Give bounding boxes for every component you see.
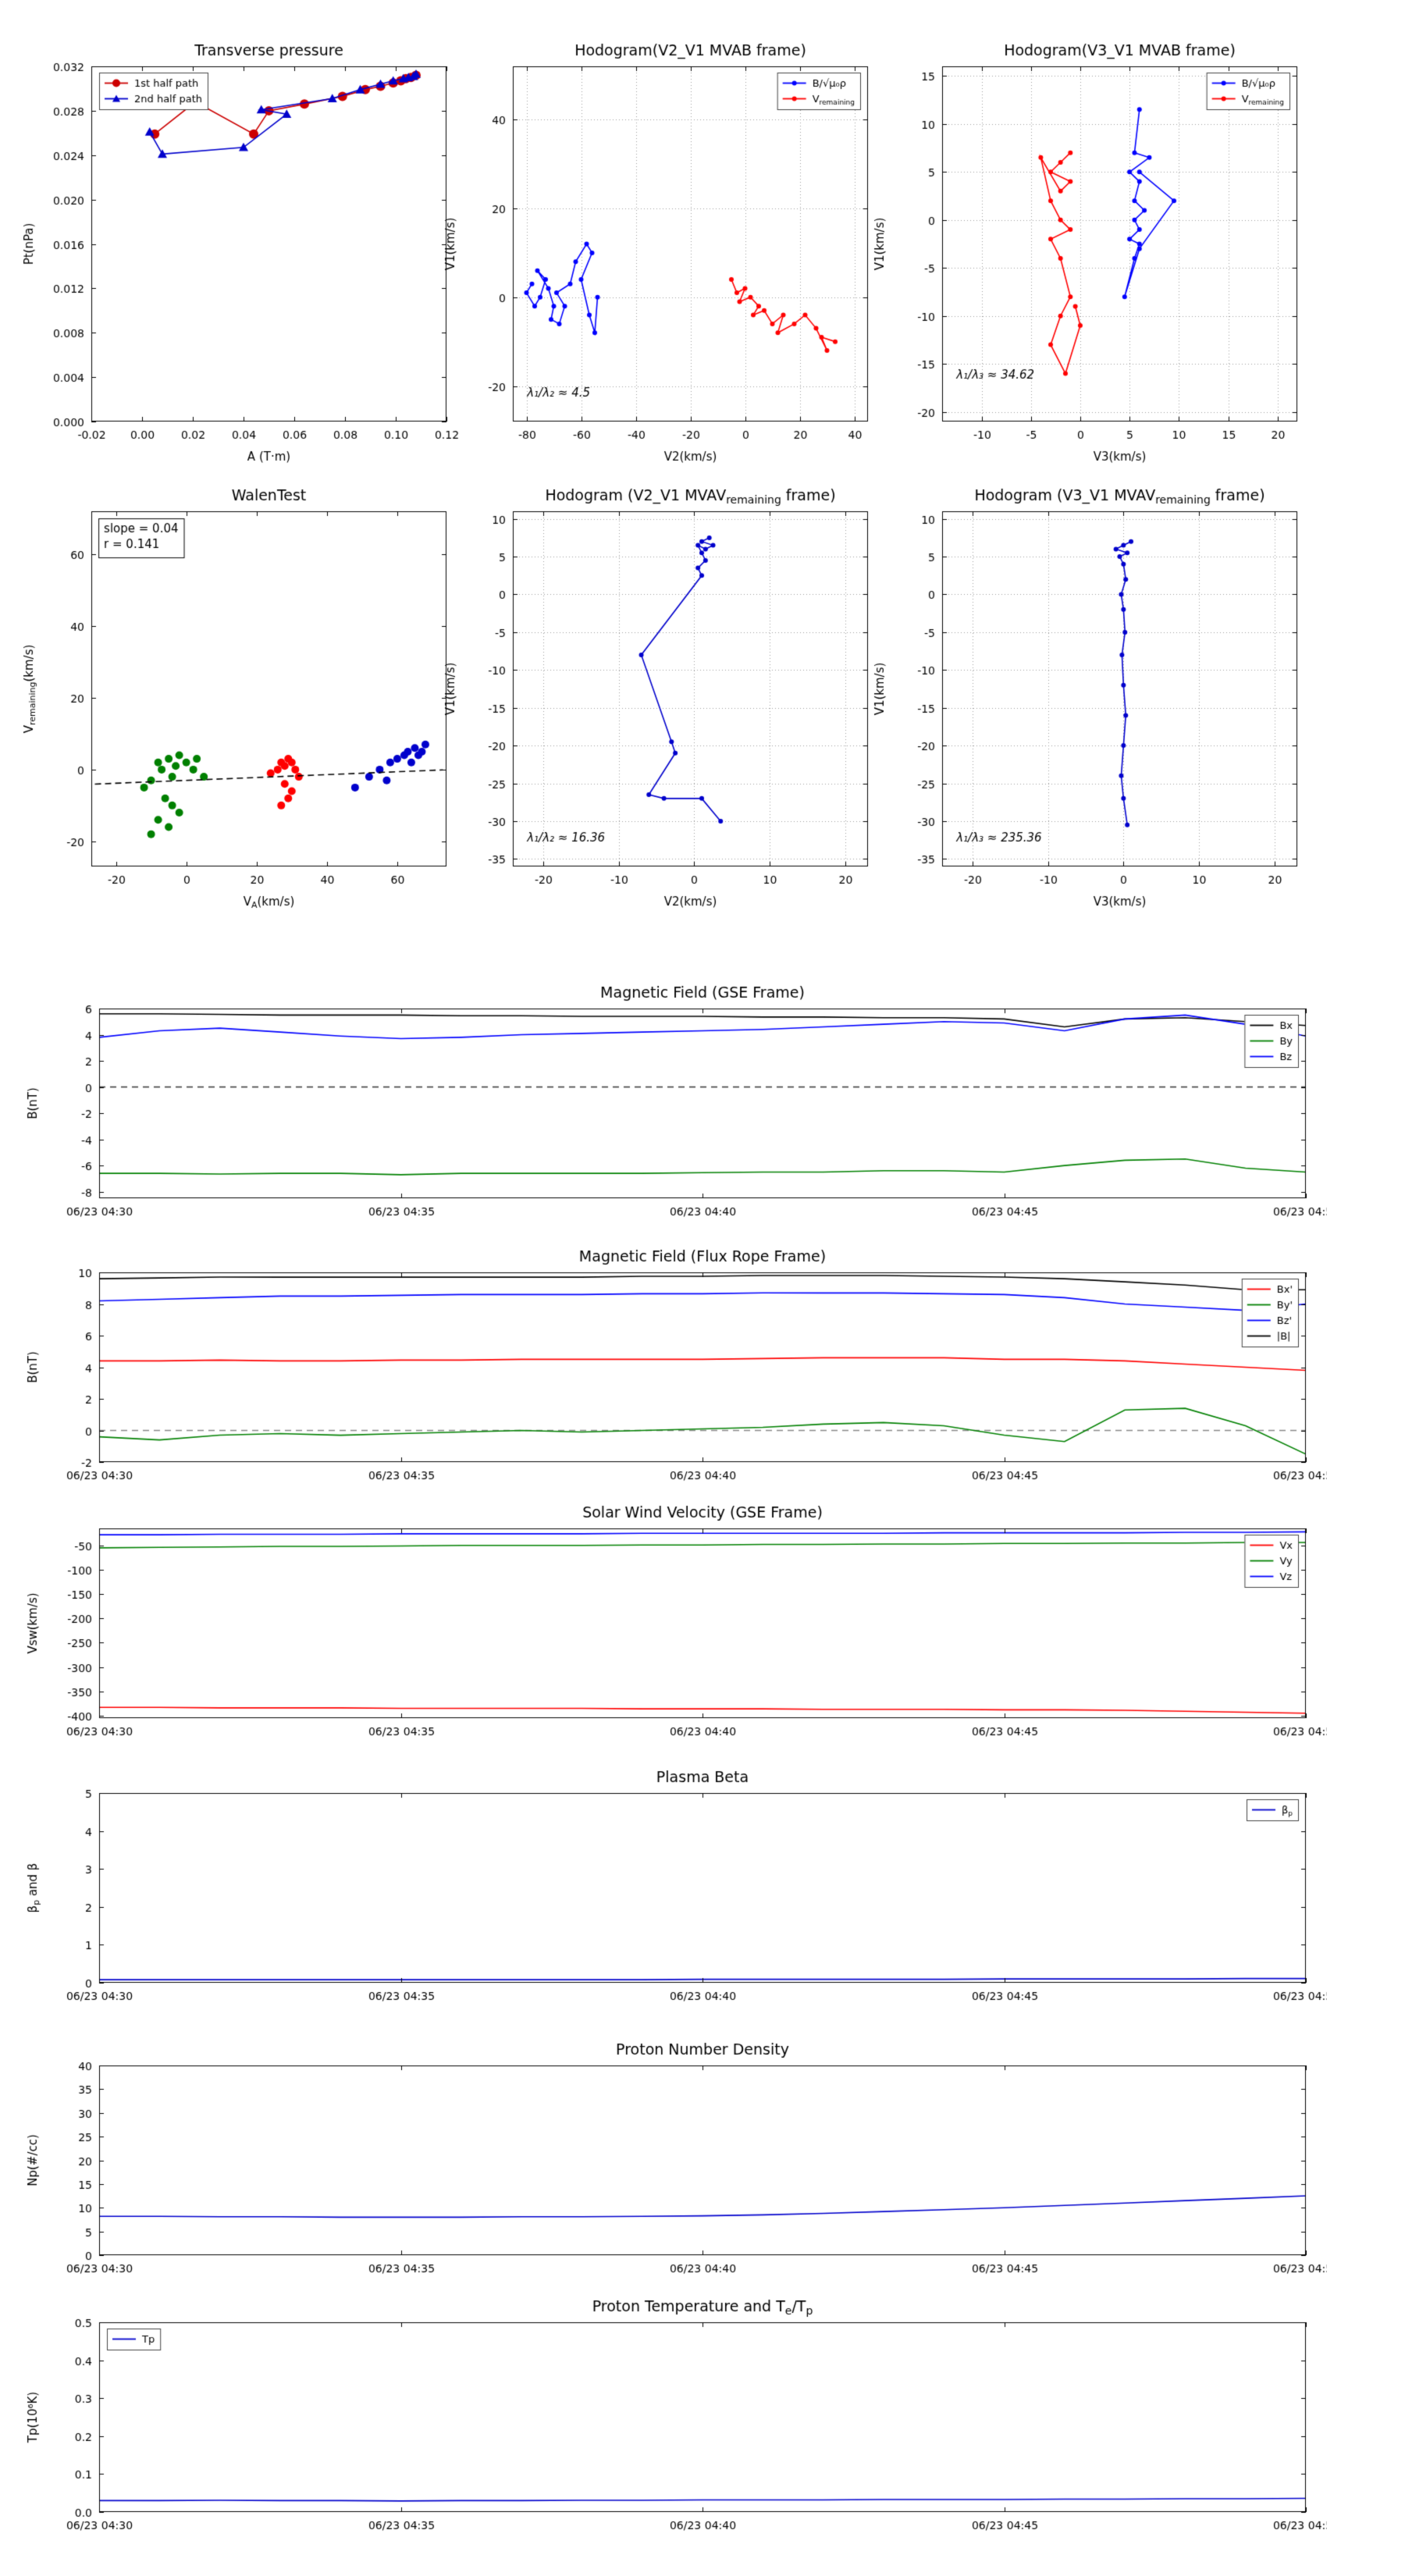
- chart-canvas-p12: [21, 2291, 1327, 2547]
- chart-hodogram-v3v1-mvav: [868, 476, 1317, 913]
- chart-solar-wind-velocity: [21, 1497, 1327, 1753]
- chart-canvas-p9: [21, 1497, 1327, 1753]
- chart-hodogram-v2v1-mvav: [439, 476, 887, 913]
- chart-proton-number-density: [21, 2034, 1327, 2290]
- chart-transverse-pressure: [17, 31, 466, 468]
- chart-hodogram-v3v1-mvab: [868, 31, 1317, 468]
- chart-canvas-p4: [17, 476, 466, 913]
- chart-plasma-beta: [21, 1762, 1327, 2018]
- chart-magnetic-field-gse: [21, 977, 1327, 1233]
- chart-canvas-p11: [21, 2034, 1327, 2290]
- chart-canvas-p3: [868, 31, 1317, 468]
- chart-magnetic-field-flux-rope: [21, 1241, 1327, 1497]
- chart-canvas-p10: [21, 1762, 1327, 2018]
- chart-proton-temperature: [21, 2291, 1327, 2547]
- chart-canvas-p2: [439, 31, 887, 468]
- chart-canvas-p5: [439, 476, 887, 913]
- chart-hodogram-v2v1-mvab: [439, 31, 887, 468]
- chart-canvas-p7: [21, 977, 1327, 1233]
- chart-canvas-p8: [21, 1241, 1327, 1497]
- chart-canvas-p6: [868, 476, 1317, 913]
- chart-canvas-p1: [17, 31, 466, 468]
- chart-walen-test: [17, 476, 466, 913]
